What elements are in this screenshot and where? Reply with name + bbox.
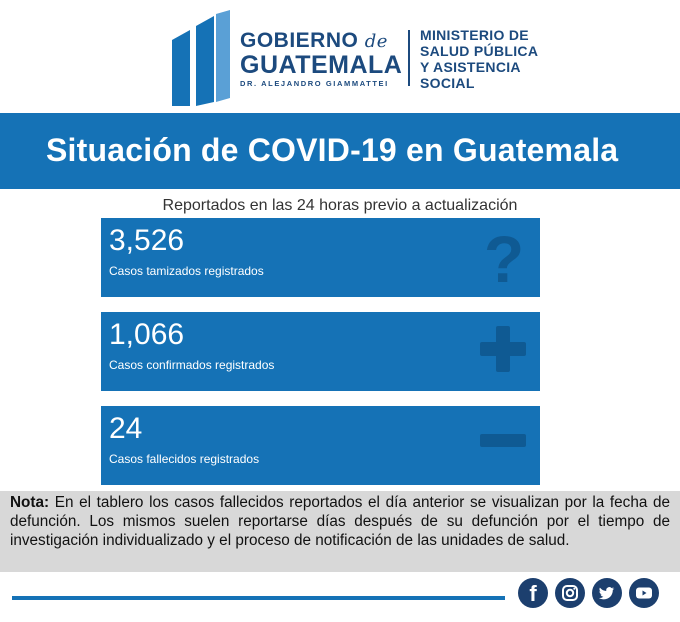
note-prefix: Nota: — [10, 494, 50, 511]
ministerio-title: MINISTERIO DE SALUD PÚBLICA Y ASISTENCIA… — [420, 27, 538, 91]
minus-icon — [480, 434, 526, 447]
gobierno-logo-icon — [172, 10, 230, 106]
ministerio-line: MINISTERIO DE — [420, 27, 529, 43]
ministerio-line: SALUD PÚBLICA — [420, 43, 539, 59]
stat-label: Casos tamizados registrados — [109, 264, 264, 278]
youtube-icon[interactable] — [629, 578, 659, 608]
gov-line3: DR. ALEJANDRO GIAMMATTEI — [240, 79, 389, 88]
question-icon: ? — [484, 222, 524, 296]
gov-line1: GOBIERNO — [240, 29, 359, 52]
note-box — [0, 491, 680, 572]
subtitle: Reportados en las 24 horas previo a actu… — [162, 197, 518, 214]
header-divider — [408, 30, 410, 86]
stat-card-fallecidos: 24 Casos fallecidos registrados — [101, 406, 540, 485]
facebook-icon[interactable]: f — [518, 578, 548, 608]
stat-card-confirmados: 1,066 Casos confirmados registrados — [101, 312, 540, 391]
footer-line — [12, 596, 505, 600]
ministerio-line: SOCIAL — [420, 75, 475, 91]
stat-value: 24 — [109, 412, 143, 445]
svg-text:?: ? — [484, 222, 524, 296]
gov-de: de — [364, 31, 388, 52]
stat-label: Casos confirmados registrados — [109, 358, 275, 372]
gobierno-wordmark: GOBIERNO de GUATEMALA DR. ALEJANDRO GIAM… — [240, 29, 403, 89]
gov-line2: GUATEMALA — [240, 51, 403, 79]
title-banner — [0, 113, 680, 189]
instagram-icon[interactable] — [555, 578, 585, 608]
stat-card-tamizados: 3,526 Casos tamizados registrados ? — [101, 218, 540, 297]
twitter-icon[interactable] — [592, 578, 622, 608]
svg-text:f: f — [529, 581, 537, 606]
note-body: En el tablero los casos fallecidos repor… — [10, 494, 671, 549]
stat-value: 3,526 — [109, 224, 185, 257]
ministerio-line: Y ASISTENCIA — [420, 59, 521, 75]
stat-value: 1,066 — [109, 318, 185, 351]
plus-icon — [480, 326, 526, 372]
stat-label: Casos fallecidos registrados — [109, 452, 260, 466]
note-text: Nota: En el tablero los casos fallecidos… — [10, 493, 670, 550]
page-title: Situación de COVID-19 en Guatemala — [46, 132, 619, 168]
